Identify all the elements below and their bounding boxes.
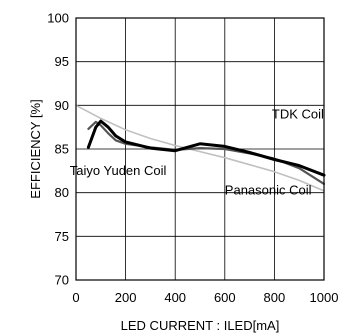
annotation-tdk-coil: TDK Coil [272, 106, 324, 121]
x-tick-label: 800 [264, 290, 286, 305]
y-tick-label: 100 [47, 11, 69, 26]
annotation-taiyo-yuden-coil: Taiyo Yuden Coil [70, 163, 167, 178]
y-tick-label: 75 [55, 229, 69, 244]
x-tick-label: 0 [72, 290, 79, 305]
y-tick-label: 80 [55, 185, 69, 200]
series-annotations: TDK Coil Taiyo Yuden Coil Panasonic Coil [70, 106, 324, 197]
y-tick-label: 90 [55, 98, 69, 113]
x-axis-label: LED CURRENT : ILED[mA] [121, 318, 280, 333]
series-line-panasonic-coil [75, 104, 325, 192]
y-tick-label: 70 [55, 273, 69, 288]
x-tick-label: 1000 [310, 290, 339, 305]
series-lines [75, 104, 326, 192]
x-tick-label: 400 [164, 290, 186, 305]
series-line-tdk-coil [86, 119, 326, 177]
y-tick-label: 85 [55, 142, 69, 157]
plot-frame [75, 17, 325, 281]
y-tick-labels: 70 75 80 85 90 95 100 [47, 11, 69, 288]
grid-lines [76, 18, 324, 280]
x-tick-label: 600 [214, 290, 236, 305]
y-tick-label: 95 [55, 54, 69, 69]
annotation-panasonic-coil: Panasonic Coil [225, 182, 312, 197]
x-tick-labels: 0 200 400 600 800 1000 [72, 290, 338, 305]
y-axis-label: EFFICIENCY [%] [28, 99, 43, 198]
x-tick-label: 200 [115, 290, 137, 305]
